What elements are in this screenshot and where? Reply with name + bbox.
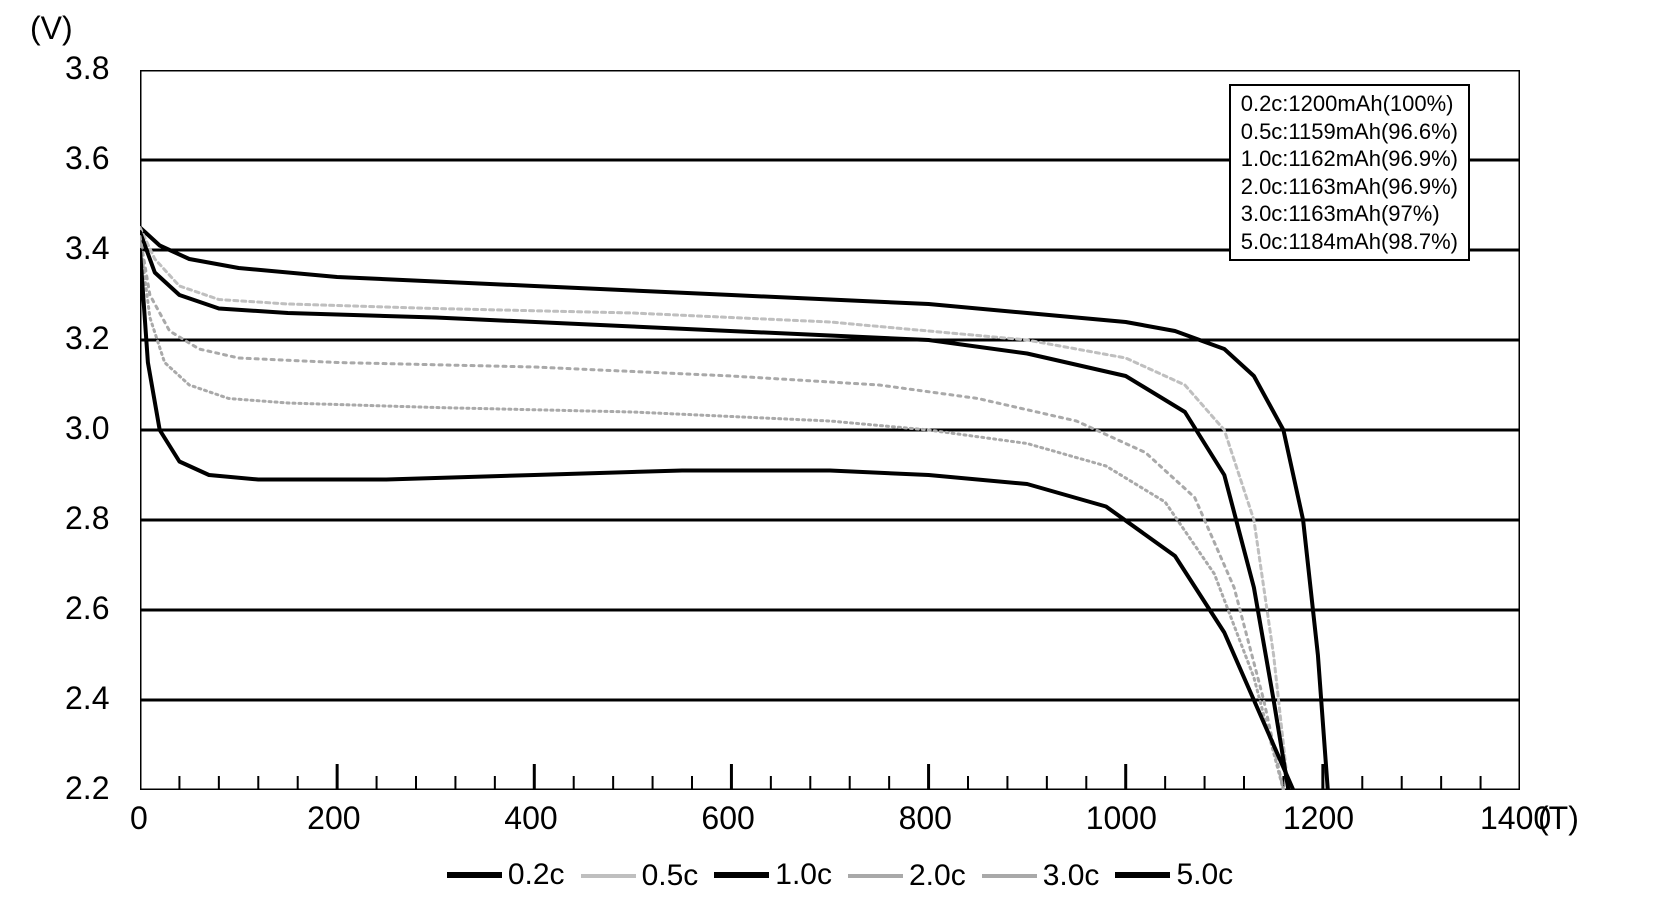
legend-swatch [848,874,903,878]
x-tick-label: 1200 [1283,800,1354,837]
y-tick-label: 3.8 [65,50,109,87]
legend-label: 2.0c [909,859,966,893]
legend-item: 5.0c [1115,858,1233,892]
y-axis-title: (V) [30,10,73,47]
chart-container: { "chart": { "type": "line", "y_axis_tit… [0,0,1680,920]
y-tick-label: 3.4 [65,230,109,267]
series-0.2c [140,228,1328,791]
legend-label: 5.0c [1176,858,1233,892]
legend-label: 1.0c [775,858,832,892]
legend-label: 0.2c [508,858,565,892]
x-tick-label: 1000 [1086,800,1157,837]
info-line: 0.2c:1200mAh(100%) [1241,90,1458,118]
info-line: 2.0c:1163mAh(96.9%) [1241,173,1458,201]
legend-item: 1.0c [714,858,832,892]
capacity-info-box: 0.2c:1200mAh(100%)0.5c:1159mAh(96.6%)1.0… [1229,84,1470,261]
info-line: 5.0c:1184mAh(98.7%) [1241,228,1458,256]
y-tick-label: 3.0 [65,410,109,447]
x-tick-label: 1400 [1480,800,1551,837]
legend-label: 0.5c [642,859,699,893]
info-line: 1.0c:1162mAh(96.9%) [1241,145,1458,173]
x-tick-label: 800 [899,800,952,837]
x-tick-label: 0 [130,800,148,837]
series-3.0c [140,241,1283,790]
y-tick-label: 2.8 [65,500,109,537]
series-legend: 0.2c 0.5c 1.0c 2.0c 3.0c 5.0c [0,852,1680,893]
y-tick-label: 2.6 [65,590,109,627]
legend-item: 2.0c [848,859,966,893]
legend-swatch [982,874,1037,878]
info-line: 3.0c:1163mAh(97%) [1241,200,1458,228]
legend-swatch [447,872,502,878]
y-tick-label: 2.4 [65,680,109,717]
legend-label: 3.0c [1043,859,1100,893]
legend-swatch [714,872,769,878]
legend-item: 0.5c [581,859,699,893]
info-line: 0.5c:1159mAh(96.6%) [1241,118,1458,146]
x-tick-label: 400 [504,800,557,837]
y-tick-label: 3.6 [65,140,109,177]
legend-swatch [581,874,636,878]
legend-item: 3.0c [982,859,1100,893]
y-tick-label: 3.2 [65,320,109,357]
y-tick-label: 2.2 [65,770,109,807]
x-tick-label: 200 [307,800,360,837]
legend-item: 0.2c [447,858,565,892]
legend-swatch [1115,872,1170,878]
x-tick-label: 600 [701,800,754,837]
